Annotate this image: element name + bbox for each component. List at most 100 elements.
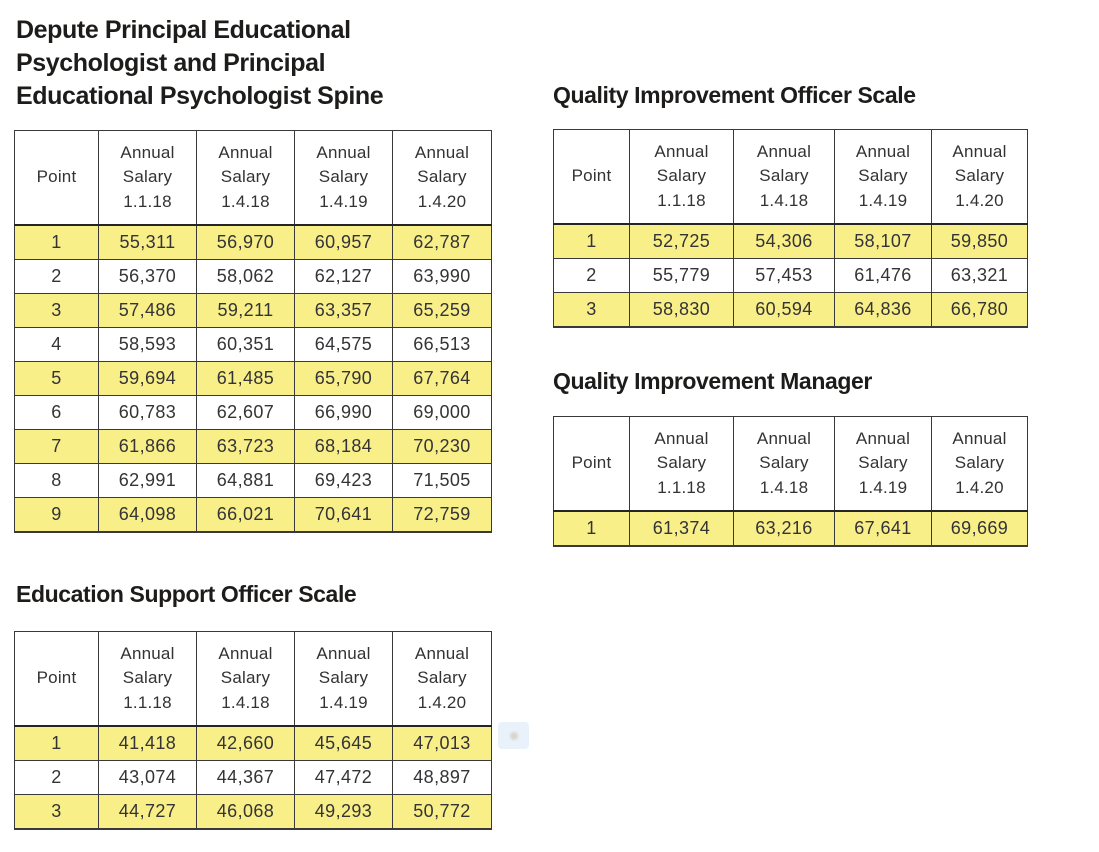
- header-row: Point Annual Salary 1.1.18 Annual Salary 1…: [553, 416, 1028, 512]
- salary-cell: 63,216: [733, 510, 835, 547]
- table-row: 2 55,779 57,453 61,476 63,321: [553, 258, 1028, 293]
- salary-cell: 60,351: [196, 327, 295, 362]
- column-header: Point: [14, 631, 99, 727]
- salary-cell: 57,486: [98, 293, 197, 328]
- salary-cell: 59,850: [931, 223, 1028, 259]
- salary-cell: 64,575: [294, 327, 393, 362]
- point-cell: 1: [553, 510, 630, 547]
- salary-cell: 60,957: [294, 224, 393, 260]
- column-header: Annual Salary 1.4.18: [733, 416, 835, 512]
- table-row: 1 55,311 56,970 60,957 62,787: [14, 224, 492, 260]
- column-header: Annual Salary 1.4.19: [834, 416, 932, 512]
- salary-cell: 63,321: [931, 258, 1028, 293]
- header-row: Point Annual Salary 1.1.18 Annual Salary 1…: [14, 631, 492, 727]
- salary-cell: 44,367: [196, 760, 295, 795]
- salary-table-quality-improvement-officer-scale: Point Annual Salary 1.1.18 Annual Salary 1…: [553, 129, 1028, 328]
- point-cell: 9: [14, 497, 99, 533]
- salary-cell: 66,990: [294, 395, 393, 430]
- column-header: Annual Salary 1.4.18: [733, 129, 835, 225]
- section-title-quality-improvement-manager: Quality Improvement Manager: [553, 368, 872, 394]
- salary-cell: 62,787: [392, 224, 492, 260]
- point-cell: 5: [14, 361, 99, 396]
- point-cell: 1: [14, 224, 99, 260]
- section-title-education-support-officer-scale: Education Support Officer Scale: [16, 581, 357, 607]
- table-row: 6 60,783 62,607 66,990 69,000: [14, 395, 492, 430]
- salary-cell: 62,127: [294, 259, 393, 294]
- salary-cell: 63,357: [294, 293, 393, 328]
- salary-cell: 66,021: [196, 497, 295, 533]
- column-header: Annual Salary 1.4.20: [931, 129, 1028, 225]
- salary-cell: 61,866: [98, 429, 197, 464]
- table-row: 8 62,991 64,881 69,423 71,505: [14, 463, 492, 498]
- point-cell: 2: [14, 259, 99, 294]
- salary-cell: 47,013: [392, 725, 492, 761]
- salary-cell: 59,211: [196, 293, 295, 328]
- point-cell: 6: [14, 395, 99, 430]
- point-cell: 3: [14, 293, 99, 328]
- salary-cell: 66,513: [392, 327, 492, 362]
- point-cell: 2: [14, 760, 99, 795]
- salary-cell: 58,830: [629, 292, 734, 328]
- salary-cell: 55,779: [629, 258, 734, 293]
- column-header: Annual Salary 1.4.20: [931, 416, 1028, 512]
- header-row: Point Annual Salary 1.1.18 Annual Salary 1…: [553, 129, 1028, 225]
- salary-cell: 60,594: [733, 292, 835, 328]
- point-cell: 8: [14, 463, 99, 498]
- column-header: Annual Salary 1.4.20: [392, 130, 492, 226]
- table-row: 2 56,370 58,062 62,127 63,990: [14, 259, 492, 294]
- salary-cell: 64,881: [196, 463, 295, 498]
- salary-cell: 45,645: [294, 725, 393, 761]
- salary-cell: 69,000: [392, 395, 492, 430]
- point-cell: 1: [553, 223, 630, 259]
- salary-cell: 72,759: [392, 497, 492, 533]
- table-row: 2 43,074 44,367 47,472 48,897: [14, 760, 492, 795]
- table-row: 3 58,830 60,594 64,836 66,780: [553, 292, 1028, 328]
- salary-cell: 57,453: [733, 258, 835, 293]
- salary-cell: 52,725: [629, 223, 734, 259]
- salary-cell: 46,068: [196, 794, 295, 830]
- table-row: 1 41,418 42,660 45,645 47,013: [14, 725, 492, 761]
- salary-cell: 65,790: [294, 361, 393, 396]
- salary-cell: 42,660: [196, 725, 295, 761]
- salary-cell: 61,476: [834, 258, 932, 293]
- salary-cell: 43,074: [98, 760, 197, 795]
- table-row: 3 57,486 59,211 63,357 65,259: [14, 293, 492, 328]
- salary-cell: 64,098: [98, 497, 197, 533]
- column-header: Annual Salary 1.4.20: [392, 631, 492, 727]
- artifact-dot-icon: [509, 731, 518, 740]
- salary-cell: 48,897: [392, 760, 492, 795]
- salary-cell: 70,230: [392, 429, 492, 464]
- salary-cell: 61,485: [196, 361, 295, 396]
- column-header: Annual Salary 1.4.18: [196, 631, 295, 727]
- table-row: 3 44,727 46,068 49,293 50,772: [14, 794, 492, 830]
- salary-cell: 67,641: [834, 510, 932, 547]
- salary-cell: 65,259: [392, 293, 492, 328]
- table-row: 7 61,866 63,723 68,184 70,230: [14, 429, 492, 464]
- salary-cell: 58,062: [196, 259, 295, 294]
- salary-cell: 50,772: [392, 794, 492, 830]
- point-cell: 4: [14, 327, 99, 362]
- salary-cell: 41,418: [98, 725, 197, 761]
- salary-cell: 69,423: [294, 463, 393, 498]
- salary-table-education-support-officer-scale: Point Annual Salary 1.1.18 Annual Salary 1…: [14, 631, 492, 830]
- salary-cell: 60,783: [98, 395, 197, 430]
- column-header: Annual Salary 1.4.18: [196, 130, 295, 226]
- salary-cell: 56,970: [196, 224, 295, 260]
- table-row: 4 58,593 60,351 64,575 66,513: [14, 327, 492, 362]
- salary-cell: 63,723: [196, 429, 295, 464]
- table-row: 1 52,725 54,306 58,107 59,850: [553, 223, 1028, 259]
- salary-cell: 70,641: [294, 497, 393, 533]
- salary-cell: 62,607: [196, 395, 295, 430]
- salary-cell: 64,836: [834, 292, 932, 328]
- column-header: Annual Salary 1.4.19: [834, 129, 932, 225]
- salary-cell: 62,991: [98, 463, 197, 498]
- salary-cell: 68,184: [294, 429, 393, 464]
- salary-table-depute-principal-spine: Point Annual Salary 1.1.18 Annual Salary 1…: [14, 130, 492, 533]
- point-cell: 2: [553, 258, 630, 293]
- table-row: 1 61,374 63,216 67,641 69,669: [553, 510, 1028, 547]
- salary-cell: 67,764: [392, 361, 492, 396]
- salary-cell: 59,694: [98, 361, 197, 396]
- salary-cell: 61,374: [629, 510, 734, 547]
- point-cell: 1: [14, 725, 99, 761]
